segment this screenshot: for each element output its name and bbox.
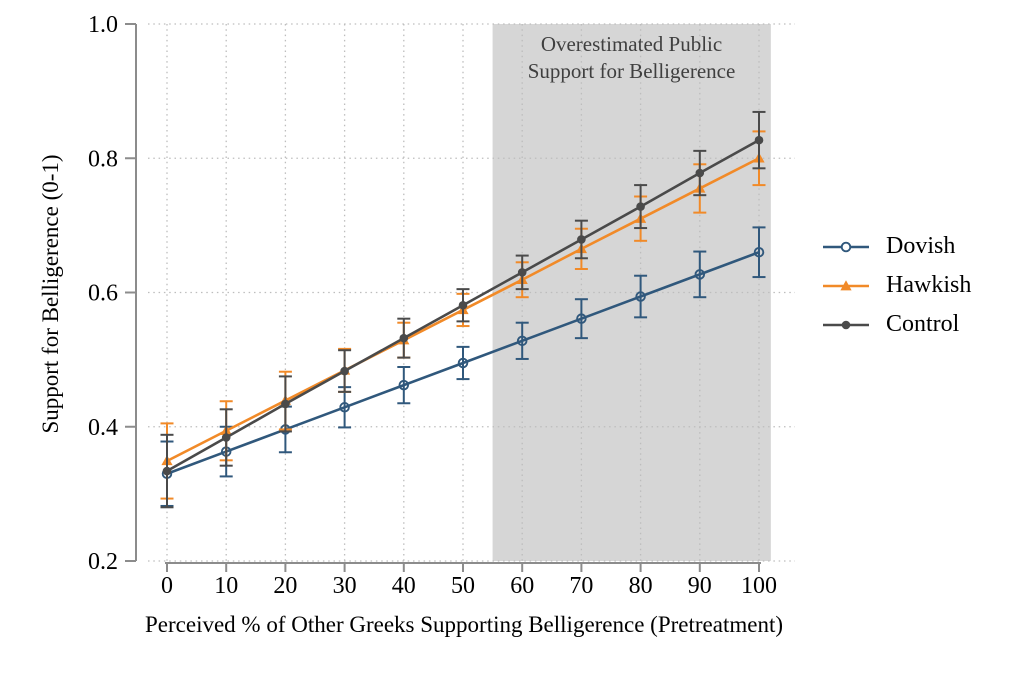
- svg-text:1.0: 1.0: [88, 12, 118, 38]
- svg-text:90: 90: [688, 573, 712, 599]
- legend: Dovish Hawkish Control: [822, 227, 971, 344]
- svg-text:0.4: 0.4: [88, 415, 118, 441]
- shaded-region-label-line2: Support for Belligerence: [527, 59, 736, 83]
- legend-label-dovish: Dovish: [886, 233, 956, 259]
- svg-text:20: 20: [273, 573, 297, 599]
- svg-text:100: 100: [741, 573, 777, 599]
- legend-item-hawkish: Hawkish: [822, 266, 971, 305]
- hawkish-line-marker-icon: [823, 279, 869, 290]
- legend-label-control: Control: [886, 311, 960, 337]
- svg-text:50: 50: [451, 573, 475, 599]
- svg-text:70: 70: [569, 573, 593, 599]
- legend-label-hawkish: Hawkish: [886, 272, 972, 298]
- legend-item-control: Control: [822, 305, 971, 344]
- svg-text:60: 60: [510, 573, 534, 599]
- control-line-marker-icon: [823, 320, 869, 329]
- legend-item-dovish: Dovish: [822, 227, 971, 266]
- y-axis-label: Support for Belligerence (0-1): [38, 154, 63, 434]
- svg-text:10: 10: [214, 573, 238, 599]
- shaded-region-label-line1: Overestimated Public: [540, 32, 723, 56]
- x-axis-label: Perceived % of Other Greeks Supporting B…: [144, 612, 784, 637]
- shaded-region-label: Overestimated Public Support for Bellige…: [493, 31, 770, 85]
- svg-text:0.8: 0.8: [88, 146, 118, 172]
- svg-text:0.6: 0.6: [88, 281, 118, 307]
- dovish-line-marker-icon: [823, 241, 869, 252]
- svg-text:80: 80: [629, 573, 653, 599]
- svg-text:40: 40: [392, 573, 416, 599]
- svg-text:30: 30: [333, 573, 357, 599]
- svg-text:0: 0: [161, 573, 173, 599]
- svg-text:0.2: 0.2: [88, 549, 118, 575]
